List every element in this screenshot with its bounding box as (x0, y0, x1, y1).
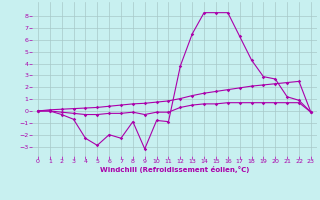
X-axis label: Windchill (Refroidissement éolien,°C): Windchill (Refroidissement éolien,°C) (100, 166, 249, 173)
